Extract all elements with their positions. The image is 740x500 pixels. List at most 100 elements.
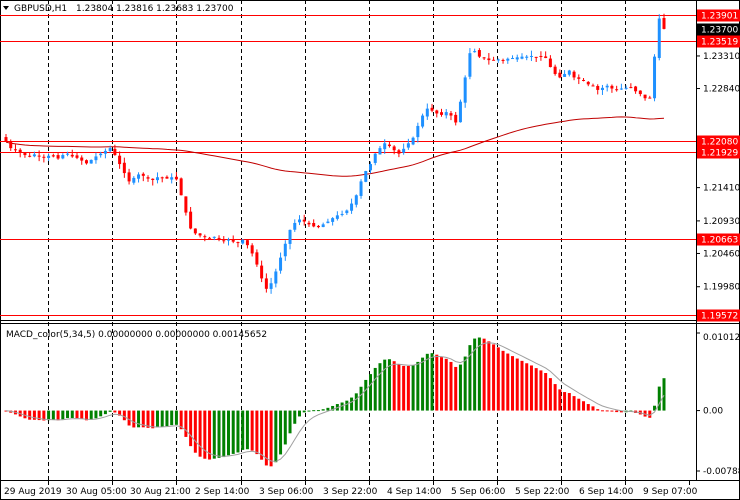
candle-body xyxy=(373,153,377,163)
candle-body xyxy=(506,58,510,61)
macd-bar xyxy=(84,410,88,421)
candle-body xyxy=(586,81,590,85)
time-label: 30 Aug 21:00 xyxy=(130,487,191,497)
macd-bar xyxy=(179,410,183,430)
candle-body xyxy=(331,218,335,222)
candle-body xyxy=(279,257,283,271)
candle-body xyxy=(245,240,249,246)
candle-body xyxy=(127,172,131,182)
level-label-bg xyxy=(697,35,740,48)
candle-body xyxy=(312,222,316,227)
candle-body xyxy=(392,146,396,151)
macd-bar xyxy=(373,367,377,411)
macd-bar xyxy=(94,410,98,419)
price-axis[interactable]: 1.23310 1.22840 1.21410 1.20930 1.20460 1.199… xyxy=(696,52,740,293)
macd-bar xyxy=(51,410,55,420)
candle-body xyxy=(511,58,515,60)
candle-body xyxy=(118,155,122,165)
candle-body xyxy=(458,101,462,123)
macd-bar xyxy=(127,410,131,426)
candle-body xyxy=(496,59,500,61)
macd-bar xyxy=(340,402,344,411)
time-axis[interactable]: 29 Aug 2019 30 Aug 05:00 30 Aug 21:00 2 Sep… xyxy=(4,481,698,497)
candle-body xyxy=(492,59,496,61)
macd-bar xyxy=(619,410,623,413)
time-label: 30 Aug 05:00 xyxy=(66,487,127,497)
candle-body xyxy=(600,87,604,91)
candle-body xyxy=(454,114,458,123)
candle-body xyxy=(369,164,373,171)
candle-body xyxy=(416,125,420,138)
candle-body xyxy=(534,56,538,58)
candle-body xyxy=(354,195,358,205)
candle-body xyxy=(208,237,212,239)
level-label: 1.23901 xyxy=(701,12,738,22)
candle-body xyxy=(468,53,472,77)
level-label: 1.20663 xyxy=(701,236,738,246)
candle-body xyxy=(383,143,387,150)
candle-body xyxy=(13,149,17,151)
macd-bar xyxy=(28,410,32,420)
candle-body xyxy=(231,239,235,242)
macd-bar xyxy=(501,350,505,411)
candle-body xyxy=(264,278,268,289)
candle-body xyxy=(487,58,491,61)
macd-bar xyxy=(430,353,434,411)
candles xyxy=(4,13,666,294)
macd-histogram xyxy=(4,337,666,467)
macd-bar xyxy=(193,410,197,453)
candle-body xyxy=(596,85,600,90)
macd-bar xyxy=(662,378,666,411)
candle-body xyxy=(23,152,27,156)
candle-body xyxy=(212,236,216,238)
macd-bar xyxy=(269,410,273,467)
macd-bar xyxy=(383,359,387,411)
candle-body xyxy=(619,88,623,90)
chart-title: GBPUSD,H1 1.23804 1.23816 1.23683 1.2370… xyxy=(3,4,234,14)
level-label-bg xyxy=(697,9,740,22)
candle-body xyxy=(364,170,368,182)
macd-bar xyxy=(141,410,145,428)
macd-bar xyxy=(473,338,477,411)
time-label: 3 Sep 06:00 xyxy=(259,487,314,497)
candle-body xyxy=(151,178,155,181)
candle-body xyxy=(629,87,633,89)
candle-body xyxy=(335,215,339,219)
macd-bar xyxy=(122,410,126,421)
candle-body xyxy=(539,55,543,57)
macd-bar xyxy=(591,406,595,411)
macd-bar xyxy=(37,410,41,421)
candle-body xyxy=(430,107,434,111)
macd-bar xyxy=(321,409,325,411)
time-label: 6 Sep 14:00 xyxy=(579,487,634,497)
horizontal-levels[interactable] xyxy=(0,15,696,316)
candle-body xyxy=(648,97,652,99)
candle-body xyxy=(132,177,136,183)
macd-bar xyxy=(586,404,590,411)
time-label: 2 Sep 14:00 xyxy=(195,487,250,497)
candle-body xyxy=(402,148,406,153)
candle-body xyxy=(582,79,586,81)
candle-body xyxy=(529,55,533,57)
macd-bar xyxy=(226,410,230,456)
price-tick-label: 1.23310 xyxy=(703,52,740,62)
triangle-down-icon[interactable] xyxy=(3,6,9,10)
level-label-bg xyxy=(697,146,740,159)
candle-body xyxy=(444,112,448,116)
macd-bar xyxy=(118,410,122,416)
macd-signal-line xyxy=(5,342,665,462)
candle-body xyxy=(501,59,505,61)
candle-body xyxy=(653,56,657,99)
candle-body xyxy=(515,57,519,60)
candle-body xyxy=(51,155,55,157)
macd-axis[interactable]: 0.0101283 0.00 -0.007889 xyxy=(696,332,740,477)
macd-bar xyxy=(421,357,425,411)
candle-body xyxy=(345,210,349,214)
macd-bar xyxy=(47,410,51,421)
symbol-title: GBPUSD,H1 xyxy=(14,4,67,14)
candle-body xyxy=(61,155,65,159)
candle-body xyxy=(387,144,391,147)
macd-bar xyxy=(378,363,382,411)
